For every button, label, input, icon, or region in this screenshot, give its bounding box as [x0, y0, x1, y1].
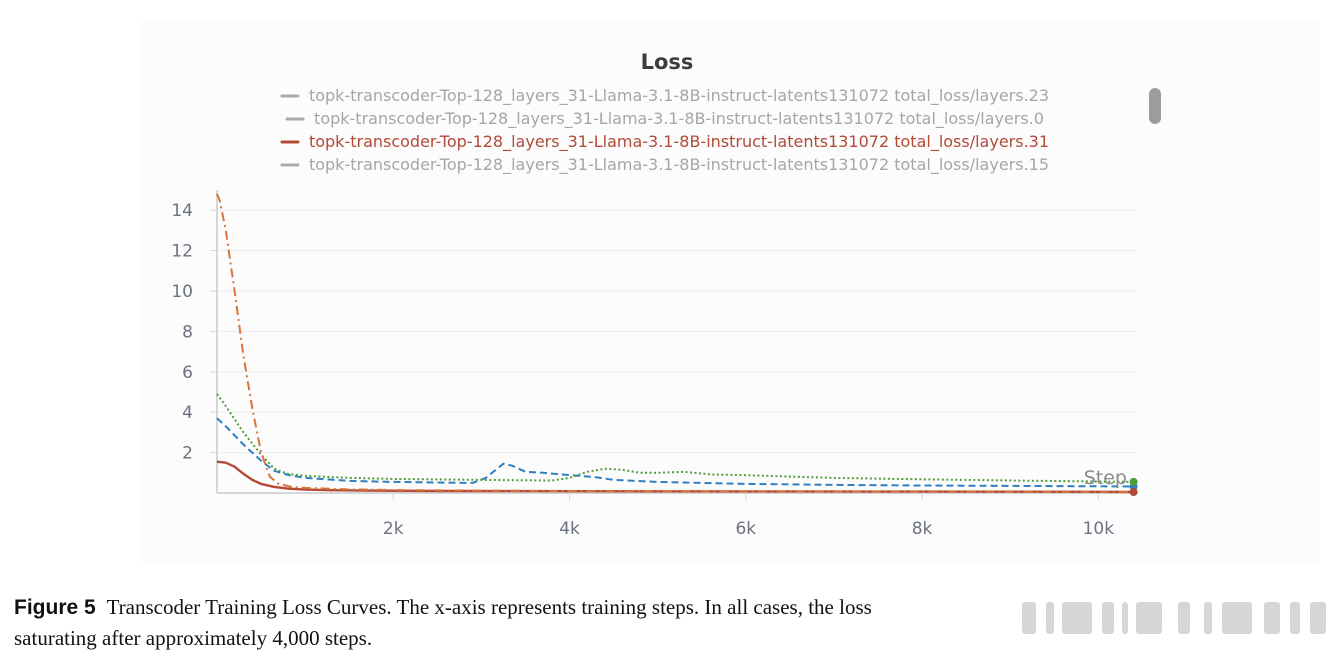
legend-item[interactable]: topk-transcoder-Top-128_layers_31-Llama-… — [280, 86, 1049, 106]
axes — [216, 190, 1138, 494]
y-axis-ticks: 2 4 6 8 10 12 14 — [171, 201, 217, 464]
y-tick-label: 2 — [182, 444, 193, 464]
legend-scrollbar[interactable] — [1149, 88, 1161, 124]
redacted-region — [1018, 594, 1330, 640]
y-tick-label: 14 — [171, 201, 193, 221]
y-tick-label: 12 — [171, 242, 193, 262]
y-tick-label: 10 — [171, 282, 193, 302]
caption-text-line-2: saturating after approximately 4,000 ste… — [14, 626, 373, 650]
figure-label: Figure 5 — [14, 596, 96, 619]
series-line[interactable] — [216, 393, 1134, 483]
legend[interactable]: topk-transcoder-Top-128_layers_31-Llama-… — [280, 86, 1049, 175]
legend-label: topk-transcoder-Top-128_layers_31-Llama-… — [309, 86, 1049, 106]
legend-item[interactable]: topk-transcoder-Top-128_layers_31-Llama-… — [280, 155, 1049, 175]
legend-item[interactable]: topk-transcoder-Top-128_layers_31-Llama-… — [285, 109, 1044, 129]
series-end-marker — [1129, 477, 1138, 486]
x-axis-ticks: 2k 4k 6k 8k 10k — [383, 493, 1114, 539]
x-tick-label: 8k — [912, 519, 933, 539]
x-tick-label: 6k — [735, 519, 756, 539]
y-tick-label: 6 — [182, 363, 193, 383]
legend-label: topk-transcoder-Top-128_layers_31-Llama-… — [314, 109, 1044, 129]
figure-caption: Figure 5 Transcoder Training Loss Curves… — [14, 592, 1024, 653]
y-tick-label: 8 — [182, 322, 193, 342]
series-line[interactable] — [216, 460, 1134, 494]
legend-item[interactable]: topk-transcoder-Top-128_layers_31-Llama-… — [280, 132, 1049, 152]
x-tick-label: 2k — [383, 519, 404, 539]
series-line[interactable] — [216, 193, 1134, 493]
series-lines[interactable] — [216, 193, 1134, 494]
caption-text: Transcoder Training Loss Curves. The x-a… — [106, 595, 872, 619]
legend-label: topk-transcoder-Top-128_layers_31-Llama-… — [309, 155, 1049, 175]
chart-title: Loss — [641, 50, 694, 74]
gridlines — [217, 209, 1138, 454]
series-end-markers — [1129, 477, 1138, 496]
legend-label: topk-transcoder-Top-128_layers_31-Llama-… — [309, 132, 1049, 152]
series-end-marker — [1129, 487, 1138, 496]
y-tick-label: 4 — [182, 403, 193, 423]
loss-chart: Loss topk-transcoder-Top-128_layers_31-L… — [171, 50, 1138, 539]
x-tick-label: 10k — [1083, 519, 1115, 539]
x-tick-label: 4k — [559, 519, 580, 539]
x-axis-label: Step — [1084, 467, 1127, 489]
